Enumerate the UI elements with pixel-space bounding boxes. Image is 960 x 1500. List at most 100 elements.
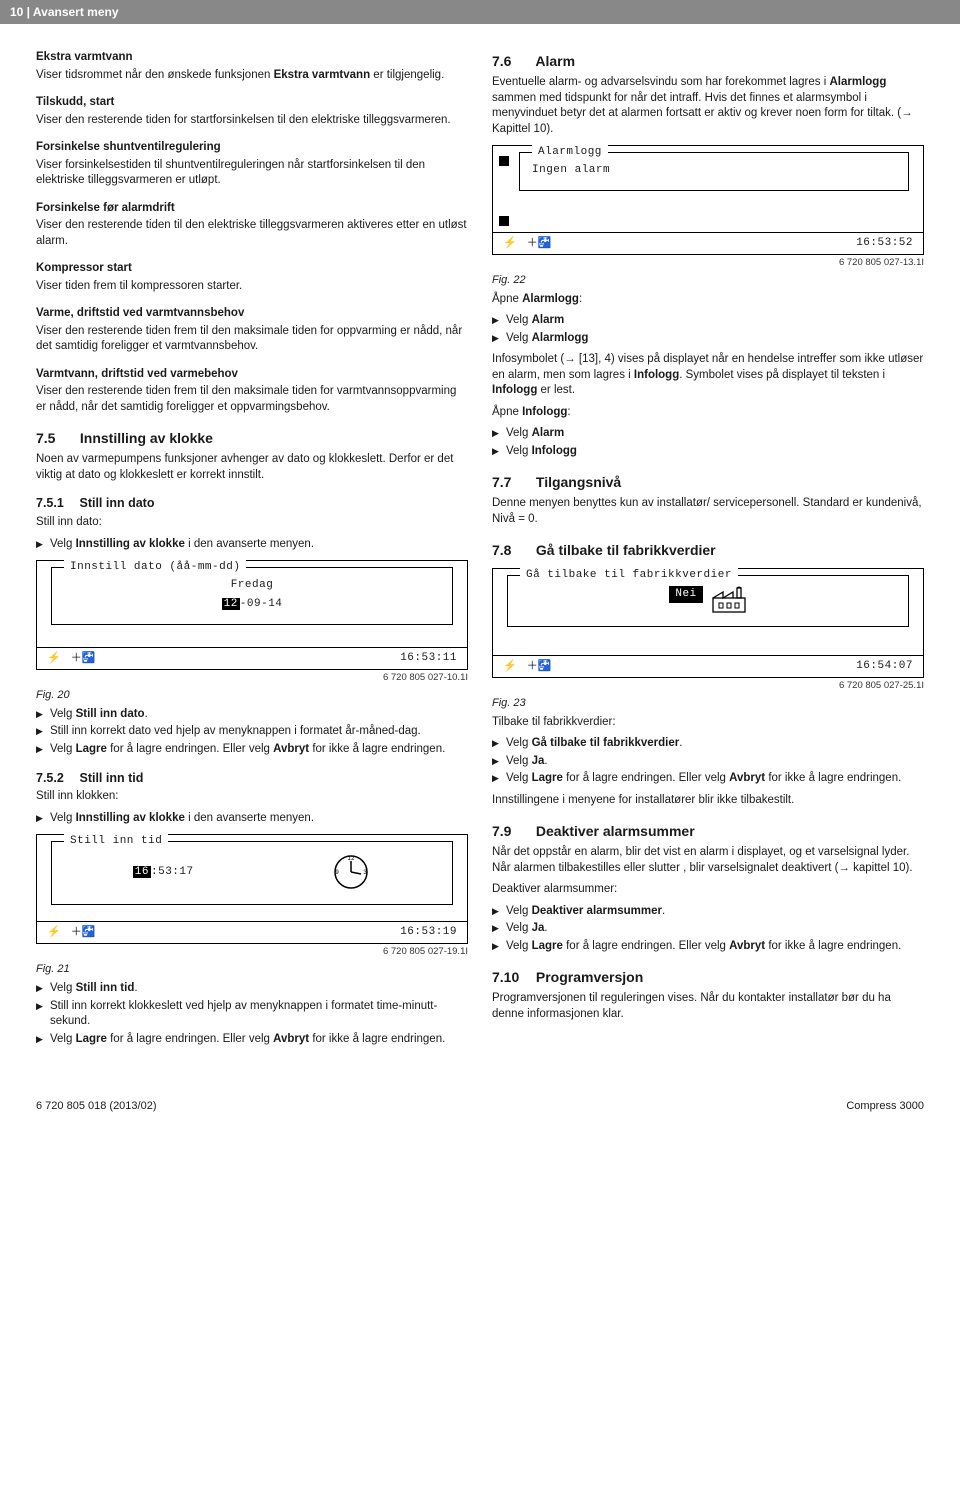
display-clock: 16:53:52 bbox=[856, 236, 913, 251]
page-footer: 6 720 805 018 (2013/02) Compress 3000 bbox=[0, 1093, 960, 1124]
tap-icon: ＋🚰 bbox=[71, 925, 96, 940]
display-legend: Innstill dato (åå-mm-dd) bbox=[64, 560, 246, 575]
section-text: Viser tiden frem til kompressoren starte… bbox=[36, 279, 468, 295]
list-item: Velg Still inn tid. bbox=[36, 981, 468, 997]
heading-text: Still inn tid bbox=[79, 771, 143, 785]
clock-icon: 12 3 9 bbox=[331, 852, 371, 892]
figure-21: Still inn tid 16:53:17 12 3 9 bbox=[36, 834, 468, 977]
section-title: Ekstra varmtvann bbox=[36, 50, 468, 66]
display-clock: 16:53:19 bbox=[400, 925, 457, 940]
display-time-value: 16:53:17 bbox=[133, 865, 194, 880]
figure-code: 6 720 805 027-13.1I bbox=[492, 257, 924, 270]
section-text: Infosymbolet (→ [13], 4) vises på displa… bbox=[492, 352, 924, 399]
section-title: Forsinkelse før alarmdrift bbox=[36, 201, 468, 217]
lead-text: Tilbake til fabrikkverdier: bbox=[492, 715, 924, 731]
page-header: 10 | Avansert meny bbox=[0, 0, 960, 24]
display-screenshot: Alarmlogg Ingen alarm ⚡ ＋🚰 16:53:52 bbox=[492, 145, 924, 255]
heading-7-5-2: 7.5.2 Still inn tid bbox=[36, 770, 468, 787]
list-item: Velg Lagre for å lagre endringen. Eller … bbox=[36, 742, 468, 758]
section-text: Noen av varmepumpens funksjoner avhenger… bbox=[36, 452, 468, 483]
display-statusbar: ⚡ ＋🚰 16:53:19 bbox=[37, 921, 467, 943]
display-screenshot: Gå tilbake til fabrikkverdier Nei bbox=[492, 568, 924, 678]
step-list: Velg Innstilling av klokke i den avanser… bbox=[36, 811, 468, 827]
display-legend: Alarmlogg bbox=[532, 145, 608, 160]
display-statusbar: ⚡ ＋🚰 16:53:52 bbox=[493, 232, 923, 254]
heading-number: 7.10 bbox=[492, 968, 532, 987]
heading-7-8: 7.8 Gå tilbake til fabrikkverdier bbox=[492, 541, 924, 560]
list-item: Velg Alarm bbox=[492, 313, 924, 329]
list-item: Velg Alarm bbox=[492, 426, 924, 442]
bolt-icon: ⚡ bbox=[47, 925, 61, 940]
bolt-icon: ⚡ bbox=[503, 659, 517, 674]
list-item: Velg Still inn dato. bbox=[36, 707, 468, 723]
heading-number: 7.5.1 bbox=[36, 495, 76, 512]
heading-text: Still inn dato bbox=[79, 496, 154, 510]
heading-7-10: 7.10 Programversjon bbox=[492, 968, 924, 987]
bolt-icon: ⚡ bbox=[47, 651, 61, 666]
svg-text:12: 12 bbox=[348, 855, 356, 862]
section-title: Forsinkelse shuntventilregulering bbox=[36, 140, 468, 156]
section-text: Når det oppstår en alarm, blir det vist … bbox=[492, 845, 924, 876]
svg-text:9: 9 bbox=[335, 869, 339, 876]
heading-number: 7.9 bbox=[492, 822, 532, 841]
tap-icon: ＋🚰 bbox=[71, 651, 96, 666]
display-legend: Gå tilbake til fabrikkverdier bbox=[520, 568, 738, 583]
display-clock: 16:54:07 bbox=[856, 659, 913, 674]
figure-caption: Fig. 20 bbox=[36, 688, 468, 703]
figure-23: Gå tilbake til fabrikkverdier Nei bbox=[492, 568, 924, 711]
factory-icon bbox=[711, 586, 747, 614]
section-text: Innstillingene i menyene for installatør… bbox=[492, 793, 924, 809]
list-item: Still inn korrekt dato ved hjelp av meny… bbox=[36, 724, 468, 740]
status-icons: ⚡ ＋🚰 bbox=[47, 925, 95, 940]
list-item: Velg Lagre for å lagre endringen. Eller … bbox=[492, 771, 924, 787]
right-column: 7.6 Alarm Eventuelle alarm- og advarsels… bbox=[492, 38, 924, 1053]
display-statusbar: ⚡ ＋🚰 16:53:11 bbox=[37, 647, 467, 669]
section-text: Programversjonen til reguleringen vises.… bbox=[492, 991, 924, 1022]
status-icons: ⚡ ＋🚰 bbox=[503, 659, 551, 674]
display-screenshot: Still inn tid 16:53:17 12 3 9 bbox=[36, 834, 468, 944]
heading-text: Tilgangsnivå bbox=[536, 474, 621, 490]
status-icons: ⚡ ＋🚰 bbox=[47, 651, 95, 666]
display-button-value: Nei bbox=[669, 586, 702, 603]
step-list: Velg Deaktiver alarmsummer. Velg Ja. Vel… bbox=[492, 904, 924, 955]
step-list: Velg Still inn dato. Still inn korrekt d… bbox=[36, 707, 468, 758]
lead-text: Still inn dato: bbox=[36, 515, 468, 531]
heading-number: 7.5 bbox=[36, 429, 76, 448]
list-item: Velg Ja. bbox=[492, 754, 924, 770]
section-text: Viser tidsrommet når den ønskede funksjo… bbox=[36, 69, 444, 81]
lead-text: Deaktiver alarmsummer: bbox=[492, 882, 924, 898]
section-text: Viser den resterende tiden for startfors… bbox=[36, 113, 468, 129]
heading-text: Innstilling av klokke bbox=[80, 430, 213, 446]
step-list: Velg Gå tilbake til fabrikkverdier. Velg… bbox=[492, 736, 924, 787]
footer-product: Compress 3000 bbox=[846, 1099, 924, 1114]
display-legend: Still inn tid bbox=[64, 834, 168, 849]
figure-code: 6 720 805 027-25.1I bbox=[492, 680, 924, 693]
section-text: Denne menyen benyttes kun av installatør… bbox=[492, 496, 924, 527]
lead-text: Åpne Infologg: bbox=[492, 405, 924, 421]
figure-caption: Fig. 21 bbox=[36, 962, 468, 977]
heading-text: Gå tilbake til fabrikkverdier bbox=[536, 542, 716, 558]
lead-text: Åpne Alarmlogg: bbox=[492, 292, 924, 308]
status-icons: ⚡ ＋🚰 bbox=[503, 236, 551, 251]
step-list: Velg Still inn tid. Still inn korrekt kl… bbox=[36, 981, 468, 1047]
list-item: Velg Innstilling av klokke i den avanser… bbox=[36, 537, 468, 553]
list-item: Still inn korrekt klokkeslett ved hjelp … bbox=[36, 999, 468, 1030]
list-item: Velg Infologg bbox=[492, 444, 924, 460]
scrollbar-up-icon bbox=[499, 156, 509, 166]
heading-7-5: 7.5 Innstilling av klokke bbox=[36, 429, 468, 448]
section-text: Viser den resterende tiden til den elekt… bbox=[36, 218, 468, 249]
list-item: Velg Lagre for å lagre endringen. Eller … bbox=[492, 939, 924, 955]
heading-text: Deaktiver alarmsummer bbox=[536, 823, 695, 839]
figure-caption: Fig. 22 bbox=[492, 273, 924, 288]
heading-number: 7.8 bbox=[492, 541, 532, 560]
bolt-icon: ⚡ bbox=[503, 236, 517, 251]
section-text: Viser den resterende tiden frem til den … bbox=[36, 324, 468, 355]
display-clock: 16:53:11 bbox=[400, 651, 457, 666]
footer-doc-id: 6 720 805 018 (2013/02) bbox=[36, 1099, 157, 1114]
heading-text: Alarm bbox=[535, 53, 575, 69]
step-list: Velg Alarm Velg Infologg bbox=[492, 426, 924, 459]
page-header-label: 10 | Avansert meny bbox=[10, 5, 119, 19]
list-item: Velg Gå tilbake til fabrikkverdier. bbox=[492, 736, 924, 752]
section-text: Eventuelle alarm- og advarselsvindu som … bbox=[492, 75, 924, 137]
display-line: Ingen alarm bbox=[532, 163, 896, 178]
